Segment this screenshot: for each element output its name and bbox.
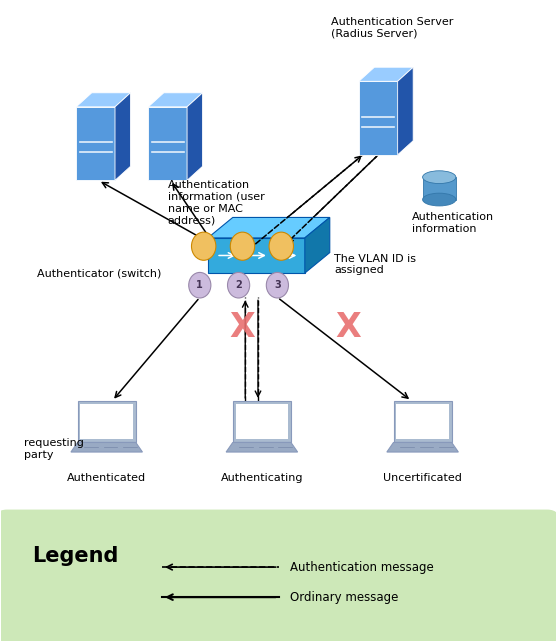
Text: 2: 2: [235, 280, 242, 290]
Polygon shape: [423, 177, 456, 200]
Text: Uncertificated: Uncertificated: [383, 473, 462, 483]
Polygon shape: [76, 93, 130, 107]
Ellipse shape: [423, 171, 456, 184]
Text: Ordinary message: Ordinary message: [290, 591, 398, 603]
Polygon shape: [148, 107, 187, 180]
Text: Legend: Legend: [32, 546, 118, 566]
Text: X: X: [335, 311, 360, 344]
Text: Authentication
information (user
name or MAC
address): Authentication information (user name or…: [168, 180, 265, 225]
Polygon shape: [305, 218, 330, 273]
Polygon shape: [80, 404, 133, 439]
Polygon shape: [396, 404, 449, 439]
Ellipse shape: [423, 193, 456, 206]
Polygon shape: [236, 404, 288, 439]
Polygon shape: [208, 218, 330, 238]
Text: Authentication
information: Authentication information: [412, 213, 494, 234]
Polygon shape: [115, 93, 130, 180]
Text: requesting
party: requesting party: [23, 438, 84, 460]
Polygon shape: [208, 238, 305, 273]
Circle shape: [230, 232, 255, 260]
Text: X: X: [229, 311, 255, 344]
Circle shape: [269, 232, 294, 260]
Text: 3: 3: [274, 280, 281, 290]
Polygon shape: [393, 401, 452, 442]
Polygon shape: [77, 401, 136, 442]
FancyBboxPatch shape: [0, 510, 557, 642]
Polygon shape: [71, 442, 143, 452]
Circle shape: [192, 232, 216, 260]
Polygon shape: [226, 442, 297, 452]
Polygon shape: [148, 93, 203, 107]
Text: Authenticating: Authenticating: [221, 473, 303, 483]
Text: Authenticated: Authenticated: [67, 473, 146, 483]
Polygon shape: [387, 442, 458, 452]
Circle shape: [266, 272, 289, 298]
Polygon shape: [76, 107, 115, 180]
Polygon shape: [359, 82, 398, 155]
Circle shape: [189, 272, 211, 298]
Text: Authenticator (switch): Authenticator (switch): [37, 268, 162, 278]
Polygon shape: [187, 93, 203, 180]
Polygon shape: [233, 401, 291, 442]
Text: Authentication Server
(Radius Server): Authentication Server (Radius Server): [331, 17, 453, 39]
Text: 1: 1: [197, 280, 203, 290]
Polygon shape: [398, 67, 413, 155]
Polygon shape: [359, 67, 413, 82]
Text: Authentication message: Authentication message: [290, 560, 433, 573]
Circle shape: [227, 272, 250, 298]
Text: The VLAN ID is
assigned: The VLAN ID is assigned: [334, 254, 416, 275]
